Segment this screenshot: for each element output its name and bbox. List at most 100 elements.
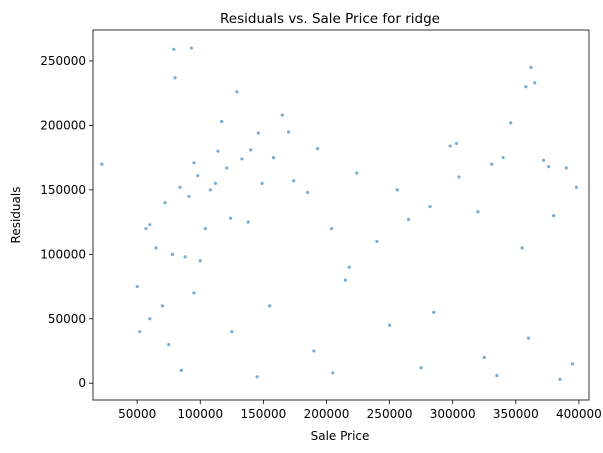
data-point: [292, 179, 296, 183]
y-tick-label: 250000: [40, 54, 86, 68]
data-point: [529, 65, 533, 69]
data-point: [432, 310, 436, 314]
data-point: [287, 130, 291, 134]
data-point: [316, 147, 320, 151]
data-point: [192, 161, 196, 165]
y-axis-ticks: 0 50000 100000 150000 200000 250000: [40, 54, 93, 390]
y-axis-label: Residuals: [9, 187, 23, 244]
data-point: [533, 81, 537, 85]
data-point: [172, 47, 176, 51]
data-point: [387, 323, 392, 327]
x-tick-label: 250000: [367, 407, 413, 421]
data-point: [249, 148, 253, 152]
data-point: [198, 259, 202, 263]
plot-frame: [92, 29, 590, 401]
data-point: [526, 336, 531, 340]
data-point: [331, 371, 335, 375]
data-point: [260, 181, 264, 186]
data-point: [154, 246, 158, 250]
data-point: [448, 144, 452, 148]
data-point: [524, 85, 528, 89]
data-point: [148, 317, 152, 321]
data-point: [178, 185, 182, 189]
data-point: [355, 171, 359, 175]
data-point: [228, 216, 233, 220]
data-point: [558, 377, 562, 381]
points-layer: [100, 46, 578, 381]
data-point: [230, 330, 234, 334]
data-point: [160, 304, 165, 308]
data-point: [457, 175, 461, 179]
data-point: [183, 255, 187, 259]
data-point: [312, 349, 316, 353]
data-point: [490, 162, 494, 166]
data-point: [255, 375, 259, 379]
data-point: [482, 355, 486, 360]
data-point: [163, 201, 167, 205]
chart-title: Residuals vs. Sale Price for ridge: [220, 11, 440, 27]
data-point: [395, 188, 399, 192]
data-point: [305, 190, 310, 195]
data-point: [476, 210, 480, 214]
data-point: [495, 373, 499, 378]
data-point: [454, 141, 459, 146]
x-tick-label: 150000: [240, 407, 286, 421]
data-point: [135, 284, 139, 289]
data-point: [187, 194, 191, 198]
data-point: [208, 188, 212, 192]
data-point: [343, 278, 348, 282]
x-tick-label: 400000: [556, 407, 602, 421]
y-tick-label: 50000: [48, 312, 86, 326]
data-point: [144, 226, 148, 231]
data-point: [167, 342, 171, 347]
data-point: [100, 162, 104, 166]
data-point: [235, 90, 239, 94]
data-point: [268, 304, 272, 308]
data-point: [256, 131, 260, 135]
data-point: [419, 366, 423, 370]
data-point: [570, 362, 575, 366]
data-point: [428, 205, 432, 209]
y-tick-label: 200000: [40, 118, 86, 132]
data-point: [552, 214, 556, 218]
x-tick-label: 350000: [493, 407, 539, 421]
data-point: [173, 76, 177, 80]
y-tick-label: 150000: [40, 183, 86, 197]
data-point: [213, 181, 218, 186]
data-point: [406, 217, 411, 222]
data-point: [271, 156, 276, 160]
data-point: [138, 330, 142, 334]
x-axis-label: Sale Price: [311, 429, 370, 443]
data-point: [329, 226, 334, 231]
data-point: [509, 121, 513, 125]
data-point: [240, 157, 244, 161]
data-point: [225, 166, 229, 170]
data-point: [574, 185, 578, 189]
x-tick-label: 100000: [177, 407, 223, 421]
x-tick-label: 200000: [304, 407, 350, 421]
data-point: [220, 119, 224, 124]
y-tick-label: 100000: [40, 247, 86, 261]
data-point: [501, 156, 505, 160]
data-point: [541, 158, 546, 162]
data-point: [148, 223, 152, 227]
x-tick-label: 50000: [118, 407, 156, 421]
x-axis-ticks: 50000 100000 150000 200000 250000 300000 35000…: [118, 400, 602, 421]
data-point: [216, 149, 220, 153]
data-point: [170, 252, 175, 256]
data-point: [520, 246, 524, 250]
data-point: [280, 113, 284, 117]
data-point: [547, 165, 551, 169]
data-point: [246, 220, 250, 224]
y-tick-label: 0: [78, 376, 86, 390]
data-point: [564, 166, 568, 170]
data-point: [189, 46, 194, 50]
data-point: [347, 265, 351, 269]
data-point: [179, 368, 183, 372]
data-point: [375, 239, 379, 244]
x-tick-label: 300000: [430, 407, 476, 421]
data-point: [196, 174, 200, 178]
data-point: [203, 226, 207, 231]
data-point: [192, 291, 196, 295]
